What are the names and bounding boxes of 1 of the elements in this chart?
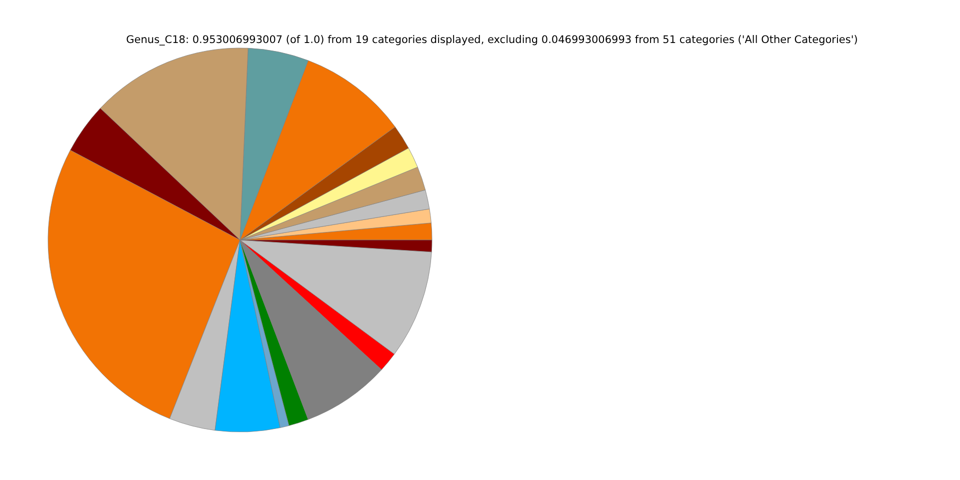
text: Genus_C18: 0.953006993007 (of 1.0) from 19 categories displayed, excluding 0.046993006993 from 51 categories ('All Other Categories')	[126, 34, 858, 46]
